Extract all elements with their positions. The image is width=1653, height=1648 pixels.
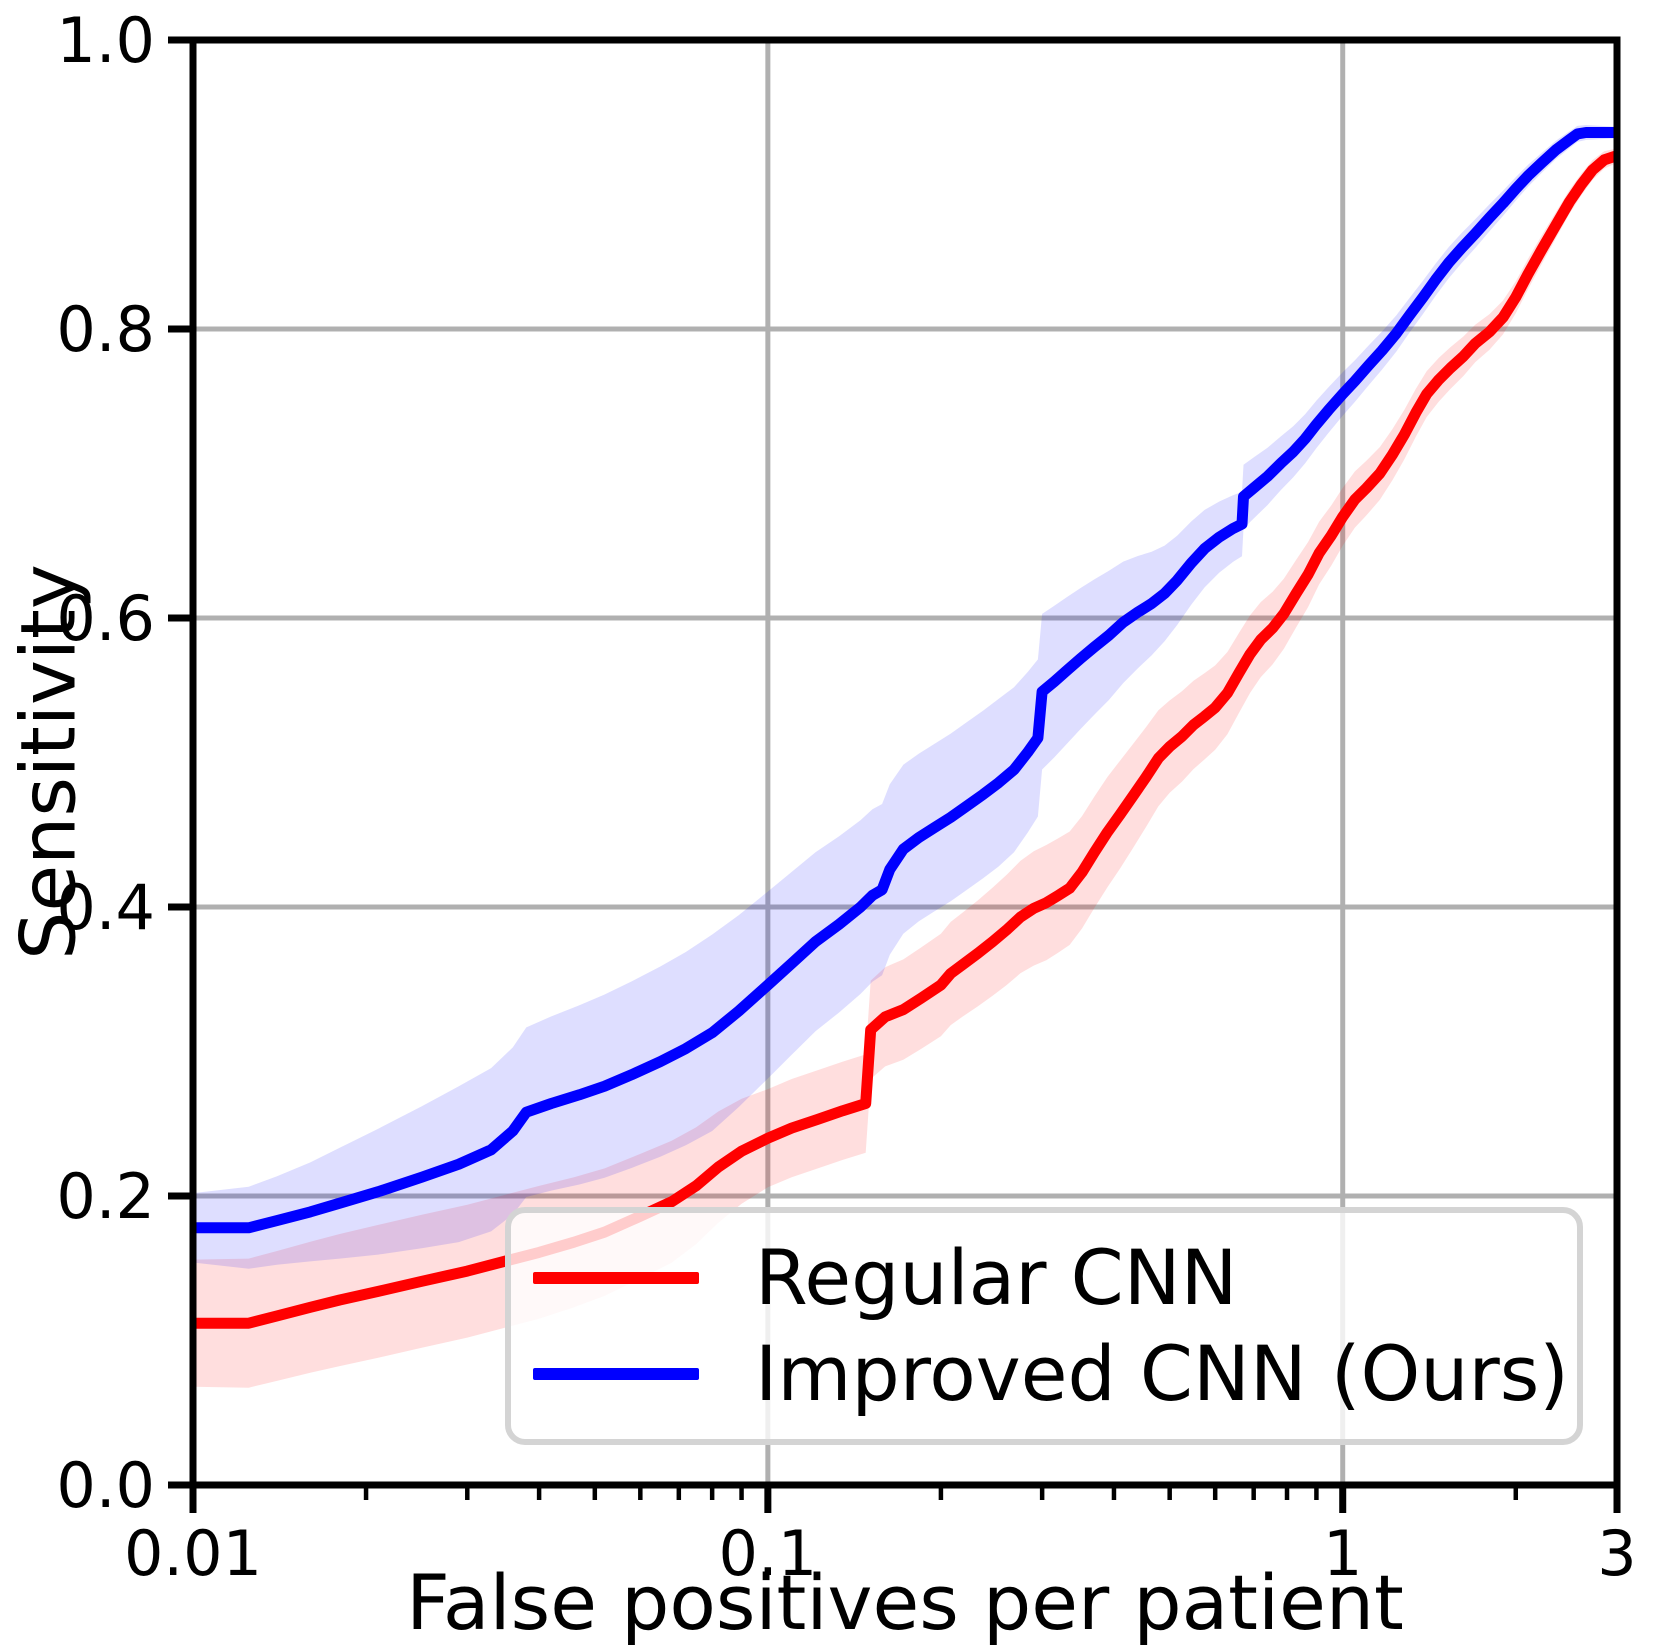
y-tick-label: 1.0 [56,4,155,77]
x-tick-label: 0.1 [719,1517,818,1590]
plot-spines [189,36,1621,1489]
y-tick-label: 0.8 [56,293,155,366]
x-tick-label: 0.01 [124,1517,262,1590]
x-tick-label: 3 [1597,1517,1636,1590]
legend-box: Regular CNN Improved CNN (Ours) [505,1207,1583,1445]
legend-item-regular-cnn: Regular CNN [533,1232,1577,1322]
legend-label-regular-cnn: Regular CNN [755,1232,1238,1322]
legend-item-improved-cnn: Improved CNN (Ours) [533,1336,1577,1412]
x-axis-label: False positives per patient [406,1558,1404,1647]
legend-swatch-improved-cnn [533,1368,699,1381]
confidence-band-regular-cnn [193,148,1617,1388]
legend-swatch-regular-cnn [533,1271,699,1284]
legend-label-improved-cnn: Improved CNN (Ours) [755,1329,1569,1419]
confidence-band-improved-cnn [193,125,1617,1269]
curve-regular-cnn [193,150,1617,1329]
y-tick-label: 0.6 [56,582,155,655]
curve-improved-cnn [193,127,1617,1234]
y-tick-label: 0.2 [56,1160,155,1233]
y-axis-label: Sensitivity [3,564,93,960]
x-tick-label: 1 [1323,1517,1362,1590]
y-tick-label: 0.0 [56,1449,155,1522]
y-tick-label: 0.4 [56,871,155,944]
